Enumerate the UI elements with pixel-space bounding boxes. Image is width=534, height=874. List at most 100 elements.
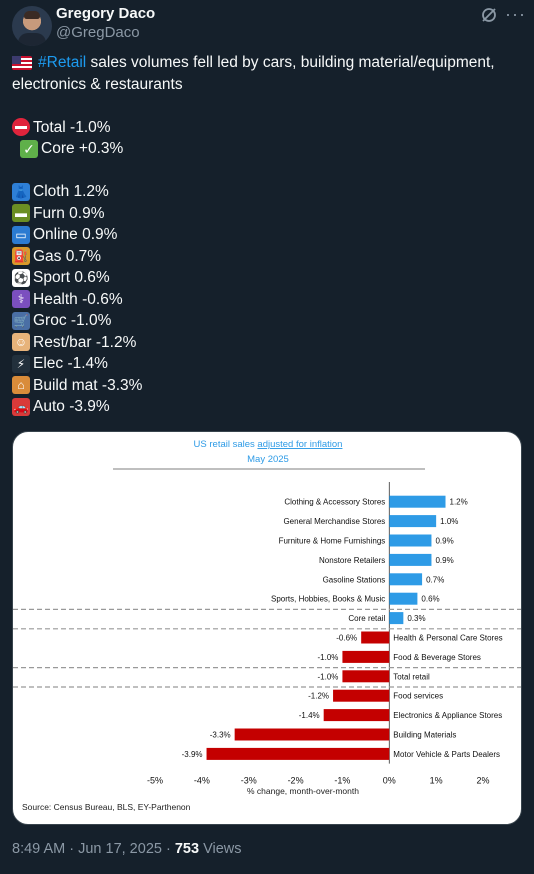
category-line: ⚽ Sport 0.6%: [12, 267, 522, 289]
cook-icon: ☺: [12, 333, 30, 352]
avatar-shirt: [18, 33, 46, 46]
category-text: Auto -3.9%: [33, 398, 110, 415]
meta-separator: ·: [69, 841, 79, 857]
value-label: -3.3%: [210, 731, 231, 740]
intro-line-1: #Retail sales volumes fell led by cars, …: [12, 52, 522, 74]
x-tick-label: -1%: [334, 776, 350, 786]
more-icon[interactable]: ···: [505, 4, 526, 24]
chart-title: US retail sales adjusted for inflation: [194, 439, 343, 450]
chart-image[interactable]: US retail sales adjusted for inflation M…: [12, 431, 522, 825]
cart-icon: 🛒: [12, 311, 30, 330]
category-label: Sports, Hobbies, Books & Music: [271, 595, 385, 604]
category-line: ⚕ Health -0.6%: [12, 289, 522, 311]
x-tick-label: -4%: [194, 776, 210, 786]
tweet-date[interactable]: Jun 17, 2025: [78, 841, 162, 857]
bar: [361, 631, 390, 644]
x-tick-label: 0%: [383, 776, 396, 786]
category-line: ⛽ Gas 0.7%: [12, 246, 522, 268]
x-tick-label: 1%: [430, 776, 443, 786]
category-text: Furn 0.9%: [33, 204, 105, 222]
intro-text-1: sales volumes fell led by cars, building…: [86, 54, 495, 71]
category-line: 👗 Cloth 1.2%: [12, 181, 522, 203]
chart-title-prefix: US retail sales: [194, 439, 258, 450]
value-label: -0.6%: [336, 634, 357, 643]
no-entry-icon: [12, 118, 30, 137]
bar: [323, 709, 390, 722]
electric-plug-icon: ⚡: [12, 354, 30, 373]
value-label: 0.9%: [435, 537, 453, 546]
fuel-pump-icon: ⛽: [12, 247, 30, 266]
category-text: Health -0.6%: [33, 290, 123, 308]
bar: [206, 747, 390, 760]
bar: [389, 573, 423, 586]
us-flag-icon: [12, 55, 32, 70]
category-label: Food services: [393, 692, 443, 701]
total-line: Total -1.0%: [12, 117, 522, 139]
category-label: Electronics & Appliance Stores: [393, 711, 502, 720]
check-mark-icon: ✓: [20, 139, 38, 158]
category-list: 👗 Cloth 1.2% ▬ Furn 0.9% ▭ Online 0.9% ⛽ Gas 0.…: [12, 181, 522, 418]
x-tick-label: -3%: [241, 776, 257, 786]
bar: [333, 689, 390, 702]
laptop-icon: ▭: [12, 225, 30, 244]
value-label: -1.2%: [308, 692, 329, 701]
intro-line-2: electronics & restaurants: [12, 74, 522, 96]
grok-icon[interactable]: [480, 6, 498, 24]
category-label: Nonstore Retailers: [319, 556, 385, 565]
intro-text-2: electronics & restaurants: [12, 75, 183, 93]
author-name[interactable]: Gregory Daco: [56, 5, 156, 22]
category-line: ☺ Rest/bar -1.2%: [12, 332, 522, 354]
author-handle[interactable]: @GregDaco: [56, 24, 140, 41]
avatar[interactable]: [12, 6, 52, 46]
value-label: 0.7%: [426, 575, 444, 584]
category-label: Clothing & Accessory Stores: [284, 498, 385, 507]
value-label: 0.6%: [421, 595, 439, 604]
value-label: 0.3%: [407, 614, 425, 623]
bar: [389, 495, 446, 508]
value-label: -1.4%: [299, 711, 320, 720]
bar: [389, 515, 437, 528]
category-text: Groc -1.0%: [33, 312, 112, 329]
value-label: 1.0%: [440, 517, 458, 526]
dress-icon: 👗: [12, 182, 30, 201]
category-line: 🚗 Auto -3.9%: [12, 396, 522, 418]
category-line: ▬ Furn 0.9%: [12, 203, 522, 225]
view-count: 753: [174, 841, 200, 857]
category-label: Gasoline Stations: [323, 575, 386, 584]
x-tick-label: -5%: [147, 776, 163, 786]
value-label: -1.0%: [318, 672, 339, 681]
core-text: Core +0.3%: [41, 140, 124, 157]
house-icon: ⌂: [12, 376, 30, 395]
category-text: Gas 0.7%: [33, 247, 102, 265]
couch-icon: ▬: [12, 204, 30, 223]
total-text: Total -1.0%: [33, 118, 111, 136]
category-label: Total retail: [393, 672, 430, 681]
x-tick-label: -2%: [288, 776, 304, 786]
bar: [389, 612, 404, 625]
chart-source: Source: Census Bureau, BLS, EY-Parthenon: [22, 802, 191, 812]
value-label: -3.9%: [182, 750, 203, 759]
category-label: Building Materials: [393, 731, 456, 740]
tweet-time[interactable]: 8:49 AM: [12, 841, 66, 857]
hashtag-link[interactable]: #Retail: [38, 54, 87, 71]
bar: [342, 670, 390, 683]
bar: [342, 650, 390, 663]
soccer-ball-icon: ⚽: [12, 268, 30, 287]
category-label: Health & Personal Care Stores: [393, 634, 502, 643]
retail-sales-chart: US retail sales adjusted for inflation M…: [13, 439, 521, 812]
category-text: Online 0.9%: [33, 226, 118, 243]
category-line: ⌂ Build mat -3.3%: [12, 375, 522, 397]
value-label: 0.9%: [435, 556, 453, 565]
bar: [389, 534, 432, 547]
category-text: Build mat -3.3%: [33, 376, 143, 394]
category-line: 🛒 Groc -1.0%: [12, 310, 522, 332]
bar: [234, 728, 390, 741]
bar: [389, 553, 432, 566]
x-axis-label: % change, month-over-month: [247, 786, 359, 796]
tweet-text: #Retail sales volumes fell led by cars, …: [12, 52, 522, 418]
bar: [389, 592, 418, 605]
category-text: Sport 0.6%: [33, 269, 110, 286]
category-line: ▭ Online 0.9%: [12, 224, 522, 246]
category-label: Motor Vehicle & Parts Dealers: [393, 750, 500, 759]
category-text: Rest/bar -1.2%: [33, 333, 137, 351]
